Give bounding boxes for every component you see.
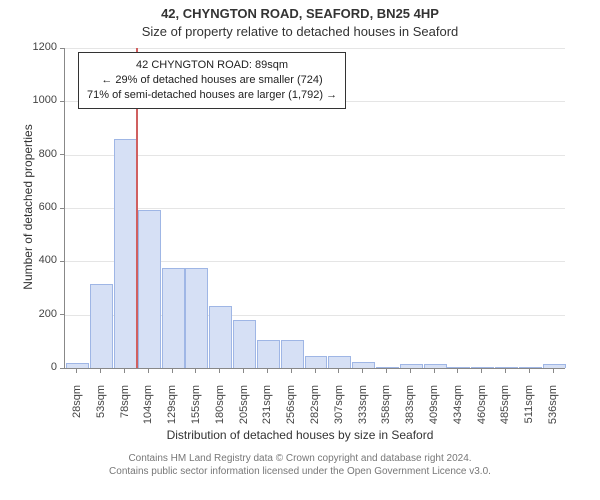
x-tick <box>124 368 125 373</box>
y-tick <box>60 261 65 262</box>
y-tick <box>60 208 65 209</box>
histogram-bar <box>447 367 470 368</box>
x-tick <box>315 368 316 373</box>
histogram-bar <box>400 364 423 368</box>
page-title: 42, CHYNGTON ROAD, SEAFORD, BN25 4HP <box>0 6 600 21</box>
property-info-box: 42 CHYNGTON ROAD: 89sqm ← 29% of detache… <box>78 52 346 109</box>
histogram-bar <box>257 340 280 368</box>
footer-line-2: Contains public sector information licen… <box>0 465 600 478</box>
x-tick <box>481 368 482 373</box>
x-tick <box>267 368 268 373</box>
x-tick <box>172 368 173 373</box>
histogram-bar <box>138 210 161 368</box>
x-tick <box>434 368 435 373</box>
x-tick <box>100 368 101 373</box>
y-tick-label: 1000 <box>21 94 57 106</box>
histogram-bar <box>471 367 494 368</box>
histogram-bar <box>328 356 351 368</box>
histogram-bar <box>66 363 89 368</box>
histogram-bar <box>519 367 542 368</box>
y-tick-label: 0 <box>21 361 57 373</box>
x-tick <box>457 368 458 373</box>
y-tick-label: 200 <box>21 308 57 320</box>
x-tick <box>291 368 292 373</box>
y-tick-label: 600 <box>21 201 57 213</box>
x-tick <box>76 368 77 373</box>
chart-subtitle: Size of property relative to detached ho… <box>0 24 600 39</box>
histogram-bar <box>376 367 399 368</box>
y-tick <box>60 154 65 155</box>
y-tick-label: 400 <box>21 254 57 266</box>
y-tick-label: 800 <box>21 148 57 160</box>
y-tick <box>60 368 65 369</box>
histogram-bar <box>281 340 304 368</box>
gridline <box>65 155 565 156</box>
x-tick <box>386 368 387 373</box>
y-tick <box>60 101 65 102</box>
histogram-bar <box>543 364 566 368</box>
gridline <box>65 48 565 49</box>
x-tick <box>553 368 554 373</box>
histogram-bar <box>352 362 375 368</box>
y-tick <box>60 48 65 49</box>
x-axis-title: Distribution of detached houses by size … <box>0 428 600 442</box>
histogram-bar <box>424 364 447 368</box>
x-tick <box>148 368 149 373</box>
info-line-smaller: ← 29% of detached houses are smaller (72… <box>87 73 337 88</box>
x-tick <box>410 368 411 373</box>
x-tick <box>219 368 220 373</box>
x-tick <box>505 368 506 373</box>
histogram-bar <box>305 356 328 368</box>
y-tick <box>60 314 65 315</box>
x-tick <box>243 368 244 373</box>
histogram-bar <box>185 268 208 368</box>
x-tick <box>362 368 363 373</box>
chart-container: 42, CHYNGTON ROAD, SEAFORD, BN25 4HP Siz… <box>0 0 600 500</box>
histogram-bar <box>90 284 113 368</box>
histogram-bar <box>162 268 185 368</box>
x-tick <box>195 368 196 373</box>
y-tick-label: 1200 <box>21 41 57 53</box>
x-tick <box>529 368 530 373</box>
info-line-property: 42 CHYNGTON ROAD: 89sqm <box>87 58 337 73</box>
footer: Contains HM Land Registry data © Crown c… <box>0 452 600 478</box>
histogram-bar <box>495 367 518 368</box>
footer-line-1: Contains HM Land Registry data © Crown c… <box>0 452 600 465</box>
histogram-bar <box>209 306 232 368</box>
histogram-bar <box>233 320 256 368</box>
x-tick <box>338 368 339 373</box>
histogram-bar <box>114 139 137 368</box>
info-line-larger: 71% of semi-detached houses are larger (… <box>87 88 337 103</box>
